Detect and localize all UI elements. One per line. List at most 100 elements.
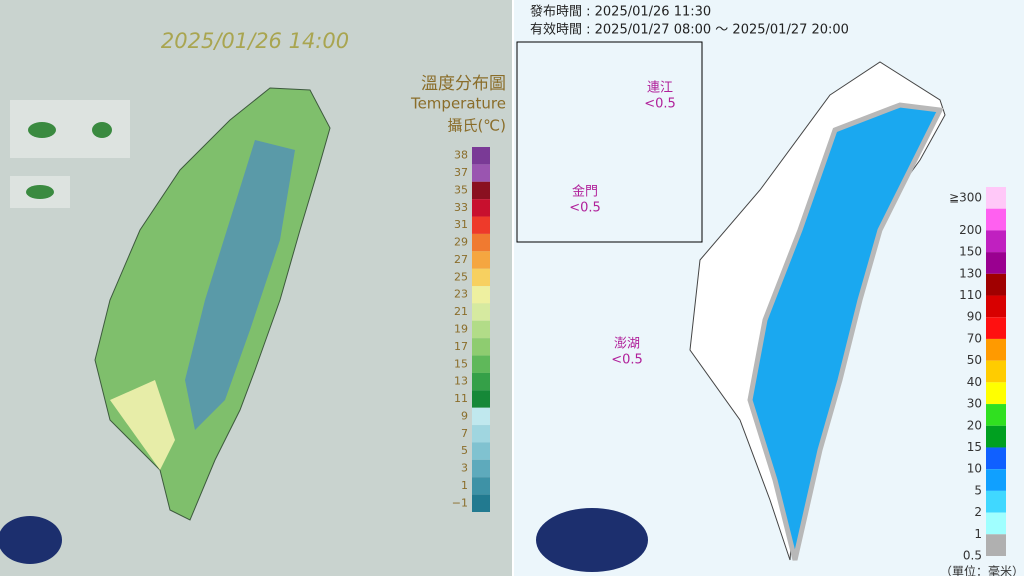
legend-swatch	[472, 251, 490, 269]
inset-box	[516, 41, 703, 243]
legend-label: 10	[967, 462, 982, 476]
legend-label: 9	[461, 409, 468, 422]
mountain-cold	[185, 140, 295, 430]
islands-box	[10, 100, 130, 158]
legend-swatch	[472, 390, 490, 408]
legend-label: 30	[967, 397, 982, 411]
legend-label: 130	[959, 266, 982, 280]
place-name: 金門	[572, 184, 598, 200]
legend-swatch	[986, 382, 1006, 405]
valid-time: 有效時間 : 2025/01/27 08:00 ～ 2025/01/27 20:…	[530, 23, 849, 38]
logo	[536, 508, 648, 572]
legend-label: 150	[959, 245, 982, 259]
legend-label: 0.5	[963, 549, 982, 563]
legend-subtitle: Temperature	[410, 95, 506, 113]
place-value: <0.5	[569, 201, 601, 216]
legend-swatch	[986, 490, 1006, 513]
legend-unit: 攝氏(℃)	[447, 117, 506, 135]
legend-label: −1	[452, 496, 468, 509]
legend-swatch	[472, 320, 490, 339]
legend-swatch	[986, 534, 1006, 556]
legend-swatch	[472, 199, 490, 217]
place-value: <0.5	[611, 353, 643, 368]
legend-swatch	[472, 494, 490, 512]
place-name: 澎湖	[614, 337, 640, 352]
legend-swatch	[472, 372, 490, 391]
legend-title: 溫度分布圖	[421, 74, 506, 94]
legend-swatch	[986, 404, 1006, 426]
legend-swatch	[986, 338, 1006, 361]
legend-swatch	[986, 425, 1006, 448]
legend-label: 31	[454, 218, 468, 231]
legend-label: 5	[461, 444, 468, 457]
timestamp: 2025/01/26 14:00	[161, 29, 349, 53]
legend-label: 3	[461, 462, 468, 475]
legend-swatch	[472, 355, 490, 373]
legend-swatch	[986, 317, 1006, 339]
legend-label: 5	[974, 483, 982, 497]
legend-swatch	[472, 459, 490, 478]
legend-swatch	[472, 338, 490, 356]
legend-label: 50	[967, 353, 982, 367]
legend-label: 33	[454, 201, 468, 214]
logo	[0, 516, 62, 564]
legend-swatch	[472, 216, 490, 234]
legend-swatch	[472, 181, 490, 200]
legend-swatch	[986, 469, 1006, 491]
unit-label: （單位：毫米）	[940, 564, 1024, 577]
legend-label: 37	[454, 166, 468, 179]
legend-label: 15	[454, 357, 468, 370]
island	[92, 122, 112, 138]
legend-label: 13	[454, 375, 468, 388]
legend-swatch	[986, 273, 1006, 296]
legend-swatch	[986, 360, 1006, 383]
island	[28, 122, 56, 138]
warm-area	[110, 380, 175, 470]
legend-swatch	[986, 230, 1006, 253]
legend-swatch	[986, 295, 1006, 318]
legend-label: 110	[959, 288, 982, 302]
legend-swatch	[986, 512, 1006, 535]
legend-label: 38	[454, 149, 468, 162]
legend-label: 11	[454, 392, 468, 405]
legend-label: 21	[454, 305, 468, 318]
legend-swatch	[472, 286, 490, 304]
legend-label: 25	[454, 270, 468, 283]
legend-swatch	[472, 268, 490, 287]
legend-label: ≧300	[949, 190, 982, 204]
legend-label: 19	[454, 323, 468, 336]
legend-swatch	[472, 425, 490, 443]
legend-label: 1	[461, 479, 468, 492]
legend-label: 7	[461, 427, 468, 440]
legend-label: 70	[967, 331, 982, 345]
divider	[512, 0, 514, 576]
legend-label: 29	[454, 236, 468, 249]
legend-swatch	[472, 407, 490, 426]
legend-label: 20	[967, 418, 982, 432]
place-name: 連江	[647, 81, 673, 96]
legend-label: 90	[967, 310, 982, 324]
legend-label: 200	[959, 223, 982, 237]
legend-label: 27	[454, 253, 468, 266]
rain-area	[747, 102, 944, 561]
legend-label: 2	[974, 505, 982, 519]
issued-time: 發布時間 : 2025/01/26 11:30	[530, 5, 711, 20]
legend-swatch	[986, 252, 1006, 274]
legend-swatch	[472, 147, 490, 165]
legend-label: 17	[454, 340, 468, 353]
legend-swatch	[472, 233, 490, 252]
legend-label: 23	[454, 288, 468, 301]
legend-swatch	[472, 303, 490, 321]
legend-swatch	[472, 164, 490, 182]
legend-swatch	[472, 477, 490, 495]
island	[26, 185, 54, 199]
legend-label: 1	[974, 527, 982, 541]
legend-label: 40	[967, 375, 982, 389]
legend-swatch	[986, 447, 1006, 470]
legend-label: 15	[967, 440, 982, 454]
legend-swatch	[986, 187, 1006, 209]
legend-label: 35	[454, 183, 468, 196]
place-value: <0.5	[644, 97, 676, 112]
